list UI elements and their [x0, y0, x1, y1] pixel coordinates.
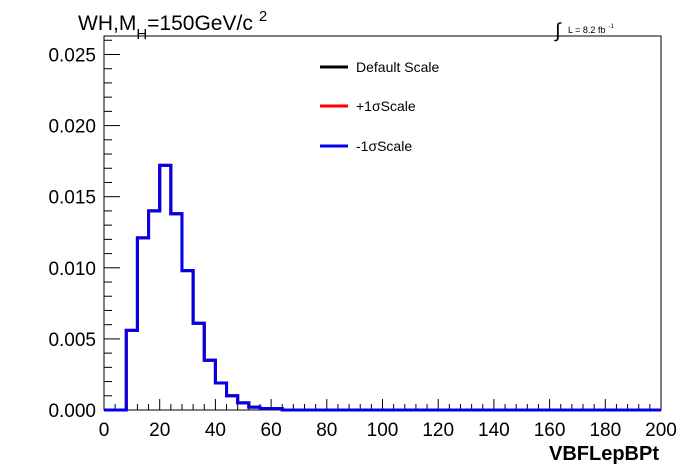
chart-title-subscript: H [136, 26, 147, 43]
x-tick-label: 60 [261, 420, 282, 441]
luminosity-superscript: -1 [608, 24, 614, 30]
luminosity-integral-symbol: ∫ [554, 20, 562, 42]
chart-title-superscript: 2 [259, 8, 267, 25]
series-layer [104, 163, 661, 412]
legend-label-plus-1sigma: +1σScale [356, 98, 416, 114]
x-tick-label: 120 [422, 420, 454, 441]
chart-title-prefix: WH,M [78, 12, 136, 35]
x-tick-label: 80 [316, 420, 337, 441]
x-tick-label: 100 [367, 420, 399, 441]
legend-label-default-scale: Default Scale [356, 59, 439, 75]
chart-title-main: =150GeV/c [147, 12, 253, 35]
y-tick-label: 0.010 [48, 259, 96, 280]
x-tick-label: 180 [589, 420, 621, 441]
luminosity-label: L = 8.2 fb -1 [568, 24, 614, 35]
y-tick-label: 0.000 [48, 401, 96, 422]
x-tick-label: 40 [205, 420, 226, 441]
legend: Default Scale +1σScale -1σScale [320, 59, 439, 154]
x-axis-label: VBFLepBPt [549, 443, 659, 465]
legend-label-minus-1sigma: -1σScale [356, 138, 412, 154]
x-tick-label: 200 [645, 420, 677, 441]
x-tick-label: 140 [478, 420, 510, 441]
chart-title: WH,MH=150GeV/c 2 [78, 8, 267, 43]
y-tick-label: 0.005 [48, 330, 96, 351]
series-minus-1sigma-scale [104, 163, 661, 412]
x-tick-label: 160 [534, 420, 566, 441]
luminosity-text: L = 8.2 fb [568, 25, 605, 35]
x-axis: 0 20 40 60 80 100 120 140 160 180 200 [99, 399, 677, 441]
y-tick-label: 0.015 [48, 188, 96, 209]
y-axis: 0.000 0.005 0.010 0.015 0.020 0.025 [48, 39, 120, 422]
x-tick-label: 0 [99, 420, 110, 441]
y-tick-label: 0.020 [48, 117, 96, 138]
x-tick-label: 20 [149, 420, 170, 441]
y-tick-label: 0.025 [48, 45, 96, 66]
